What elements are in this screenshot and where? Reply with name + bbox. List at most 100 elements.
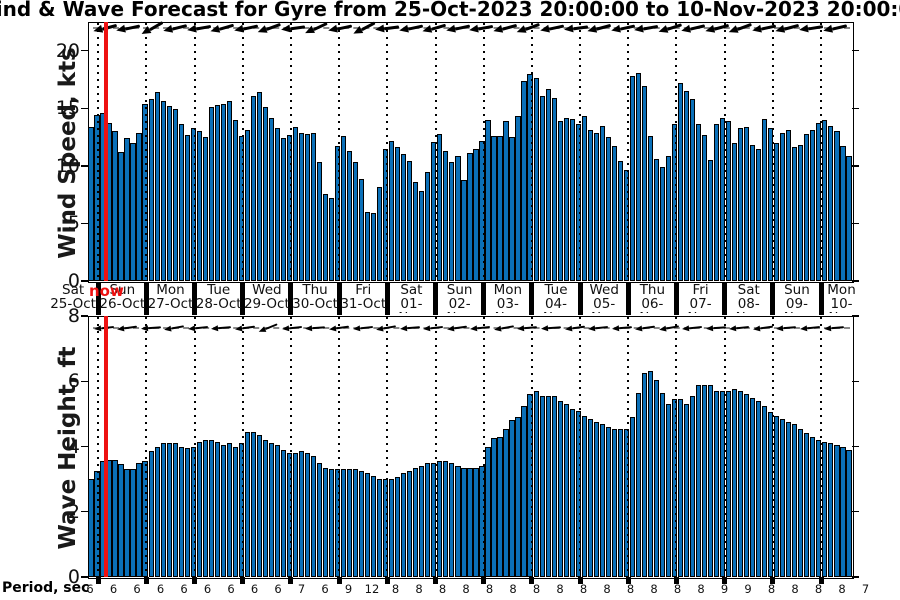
now-line-wind bbox=[103, 22, 108, 281]
wind-speed-bar bbox=[292, 126, 299, 281]
wave-height-bar bbox=[485, 446, 491, 577]
wave-height-bar bbox=[581, 415, 587, 577]
wind-speed-bar bbox=[389, 140, 395, 281]
wave-height-bar bbox=[395, 477, 401, 577]
wind-y-tick-right bbox=[852, 165, 859, 167]
wave-height-bar bbox=[256, 435, 262, 577]
day-boundary-mark bbox=[95, 282, 101, 315]
date-label: 05-Nov bbox=[591, 296, 617, 313]
wind-day-gridline bbox=[723, 23, 726, 280]
day-of-week-label: Mon bbox=[156, 283, 185, 298]
wind-speed-bar bbox=[491, 135, 497, 281]
date-label: 04-Nov bbox=[543, 296, 569, 313]
wave-direction-arrow-dash-line bbox=[93, 327, 850, 329]
wind-speed-bar bbox=[473, 148, 479, 281]
wind-speed-bar bbox=[587, 130, 593, 281]
wave-height-bar bbox=[148, 451, 154, 577]
wave-height-bar bbox=[184, 448, 190, 577]
day-boundary-mark bbox=[192, 282, 198, 315]
wave-height-bar bbox=[226, 443, 232, 577]
wave-axis-day-tick bbox=[192, 577, 198, 584]
wind-day-gridline bbox=[482, 23, 485, 280]
day-boundary-mark bbox=[818, 282, 824, 315]
day-boundary-mark bbox=[143, 282, 149, 315]
wind-speed-bar bbox=[521, 80, 527, 281]
wave-axis-day-tick bbox=[384, 577, 390, 584]
date-label: 25-Oct bbox=[50, 296, 96, 312]
wind-y-tick-label: 0 bbox=[67, 270, 80, 292]
wave-y-tick-label: 8 bbox=[67, 305, 80, 327]
period-value: 6 bbox=[227, 582, 235, 596]
wave-height-bar bbox=[268, 443, 275, 577]
wave-height-bar bbox=[744, 394, 750, 577]
wind-speed-bar bbox=[599, 125, 605, 281]
wind-speed-bar bbox=[118, 152, 124, 281]
wind-y-tick-label: 15 bbox=[55, 97, 80, 120]
wave-height-bar bbox=[792, 423, 798, 577]
period-value: 7 bbox=[297, 582, 306, 596]
wave-axis-day-tick bbox=[336, 577, 342, 584]
period-value: 9 bbox=[744, 582, 752, 596]
wind-day-gridline bbox=[338, 23, 341, 280]
wind-speed-bar bbox=[738, 127, 744, 281]
wind-speed-bar bbox=[744, 126, 750, 281]
wind-speed-bar bbox=[310, 132, 317, 281]
wind-speed-bar bbox=[611, 146, 617, 281]
wind-speed-bar bbox=[701, 134, 708, 281]
wave-height-bar bbox=[244, 431, 250, 577]
day-boundary-mark bbox=[288, 282, 294, 315]
wind-speed-bar bbox=[166, 106, 172, 281]
wave-height-bar bbox=[605, 426, 611, 577]
wind-day-gridline bbox=[386, 23, 389, 280]
wave-height-bar bbox=[196, 441, 202, 577]
wave-height-bar bbox=[647, 371, 654, 577]
wave-axis-day-tick bbox=[722, 577, 728, 584]
wind-speed-bar bbox=[328, 198, 335, 281]
wind-y-tick-left bbox=[81, 165, 88, 167]
wave-axis-day-tick bbox=[529, 577, 535, 584]
wave-height-bar bbox=[780, 418, 786, 577]
wind-speed-bar bbox=[774, 142, 780, 281]
wind-y-tick-right bbox=[852, 222, 859, 225]
day-of-week-label: Mon bbox=[493, 283, 523, 298]
wave-height-bar bbox=[118, 464, 124, 577]
wave-y-tick-right bbox=[852, 380, 859, 382]
day-label-cell: Sun 26-Oct bbox=[98, 283, 146, 313]
wind-speed-bar bbox=[551, 97, 557, 281]
wind-speed-bar bbox=[112, 131, 118, 281]
wave-height-bar bbox=[653, 379, 660, 577]
wave-height-bar bbox=[822, 441, 828, 577]
wind-speed-bar bbox=[804, 133, 810, 281]
wind-speed-bar bbox=[497, 135, 503, 281]
wind-speed-bar bbox=[298, 132, 305, 281]
wind-y-tick-label: 20 bbox=[55, 39, 80, 62]
day-boundary-mark bbox=[577, 282, 583, 315]
day-of-week-label: Sat bbox=[62, 283, 85, 298]
wind-speed-bar bbox=[677, 83, 684, 281]
wave-height-bar bbox=[834, 444, 840, 577]
wave-height-bar bbox=[341, 469, 347, 577]
wave-height-bar bbox=[473, 467, 479, 577]
period-value: 8 bbox=[626, 582, 635, 596]
wind-direction-arrow-dash-line bbox=[93, 27, 850, 29]
wave-height-bar bbox=[419, 466, 425, 577]
date-label: 28-Oct bbox=[195, 296, 242, 312]
wave-axis-day-tick bbox=[95, 577, 101, 584]
wind-speed-bar bbox=[467, 153, 473, 281]
wind-speed-bar bbox=[124, 138, 130, 281]
day-label-cell: Sat 25-Oct bbox=[48, 283, 98, 313]
date-label: 09-Nov bbox=[784, 296, 810, 313]
wave-height-bar bbox=[804, 433, 810, 577]
wave-height-bar bbox=[611, 428, 617, 577]
wave-y-tick-left bbox=[81, 576, 88, 578]
wind-speed-bar bbox=[256, 92, 262, 281]
wind-speed-bar bbox=[449, 162, 455, 281]
wind-speed-bar bbox=[707, 160, 714, 281]
wave-day-gridline bbox=[338, 317, 341, 576]
wind-speed-bar bbox=[419, 191, 425, 281]
day-label-cell: Fri 31-Oct bbox=[339, 283, 387, 313]
wind-y-tick-label: 10 bbox=[55, 154, 80, 177]
day-boundary-mark bbox=[433, 282, 439, 315]
period-value: 9 bbox=[720, 582, 729, 596]
